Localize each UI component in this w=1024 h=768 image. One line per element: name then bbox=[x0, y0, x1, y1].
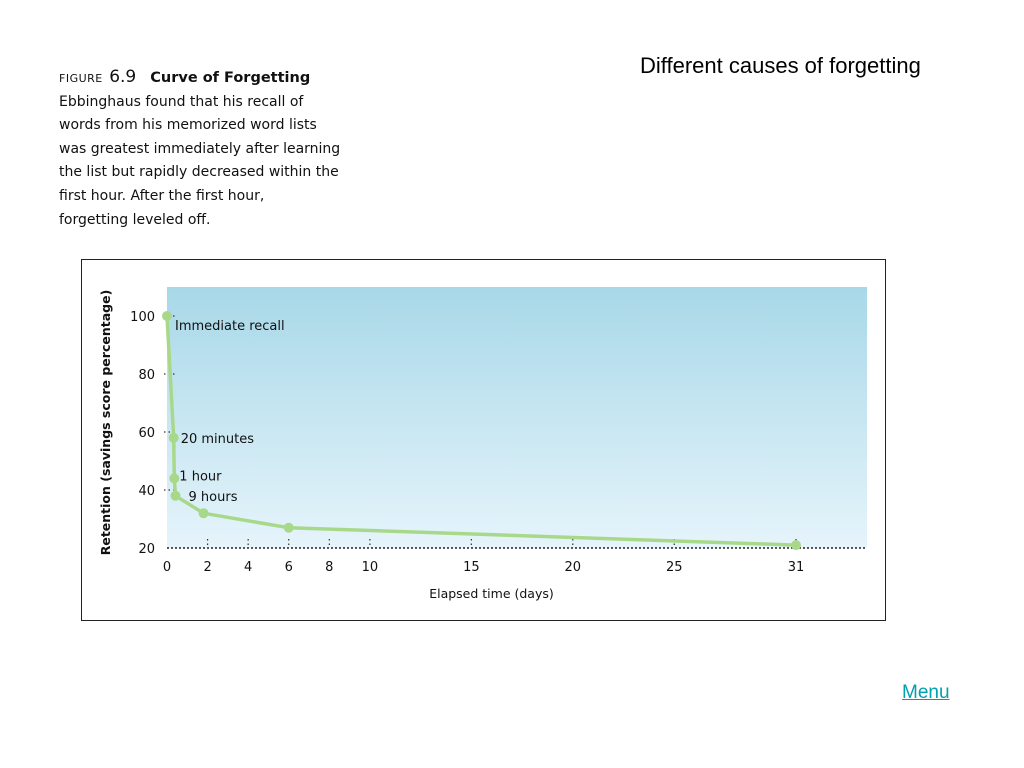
x-tick-label: 15 bbox=[463, 560, 480, 575]
data-point bbox=[170, 490, 181, 501]
figure-title: Curve of Forgetting bbox=[150, 70, 311, 86]
x-tick-label: 25 bbox=[666, 560, 683, 575]
slide-title: Different causes of forgetting bbox=[640, 53, 921, 78]
x-tick-label: 0 bbox=[163, 560, 171, 575]
x-tick-label: 20 bbox=[565, 560, 582, 575]
point-annotation: 9 hours bbox=[189, 490, 238, 505]
y-tick-label: 100 bbox=[130, 310, 155, 325]
data-point bbox=[168, 432, 179, 443]
point-annotation: Immediate recall bbox=[175, 319, 285, 334]
x-tick-label: 2 bbox=[203, 560, 211, 575]
y-axis-title: Retention (savings score percentage) bbox=[98, 290, 113, 556]
y-tick-label: 40 bbox=[138, 484, 155, 499]
point-annotation: 1 hour bbox=[179, 469, 222, 484]
forgetting-curve-chart: 20 40 60 80 100 0 2 4 6 8 10 15 20 25 31 Elapsed time (… bbox=[98, 287, 867, 601]
x-tick-label: 6 bbox=[285, 560, 293, 575]
data-point bbox=[169, 473, 180, 484]
x-tick-label: 8 bbox=[325, 560, 333, 575]
y-tick-label: 20 bbox=[138, 542, 155, 557]
point-annotation: 20 minutes bbox=[181, 432, 255, 447]
caption-line: was greatest immediately after learning bbox=[59, 140, 341, 157]
data-point bbox=[198, 508, 209, 519]
caption-line: Ebbinghaus found that his recall of bbox=[59, 93, 304, 110]
y-tick-label: 80 bbox=[138, 368, 155, 383]
data-point bbox=[790, 540, 801, 551]
caption-line: first hour. After the first hour, bbox=[59, 187, 265, 204]
caption-line: words from his memorized word lists bbox=[59, 117, 317, 134]
caption-line: forgetting leveled off. bbox=[59, 211, 211, 228]
data-point bbox=[283, 522, 294, 533]
figure-caption: FIGURE 6.9 Curve of Forgetting Ebbinghaus… bbox=[59, 66, 379, 232]
x-tick-label: 4 bbox=[244, 560, 252, 575]
x-tick-label: 10 bbox=[362, 560, 379, 575]
chart-frame: 20 40 60 80 100 0 2 4 6 8 10 15 20 25 31 Elapsed time (… bbox=[81, 259, 886, 621]
caption-line: the list but rapidly decreased within th… bbox=[59, 164, 339, 181]
data-point bbox=[162, 311, 172, 321]
x-tick-label: 31 bbox=[788, 560, 805, 575]
y-tick-label: 60 bbox=[138, 426, 155, 441]
menu-link[interactable]: Menu bbox=[902, 682, 950, 703]
figure-label: FIGURE bbox=[59, 72, 103, 85]
figure-number: 6.9 bbox=[109, 67, 137, 87]
x-axis-title: Elapsed time (days) bbox=[429, 586, 554, 601]
caption-heading: FIGURE 6.9 Curve of Forgetting bbox=[59, 66, 379, 91]
plot-background bbox=[167, 287, 867, 548]
